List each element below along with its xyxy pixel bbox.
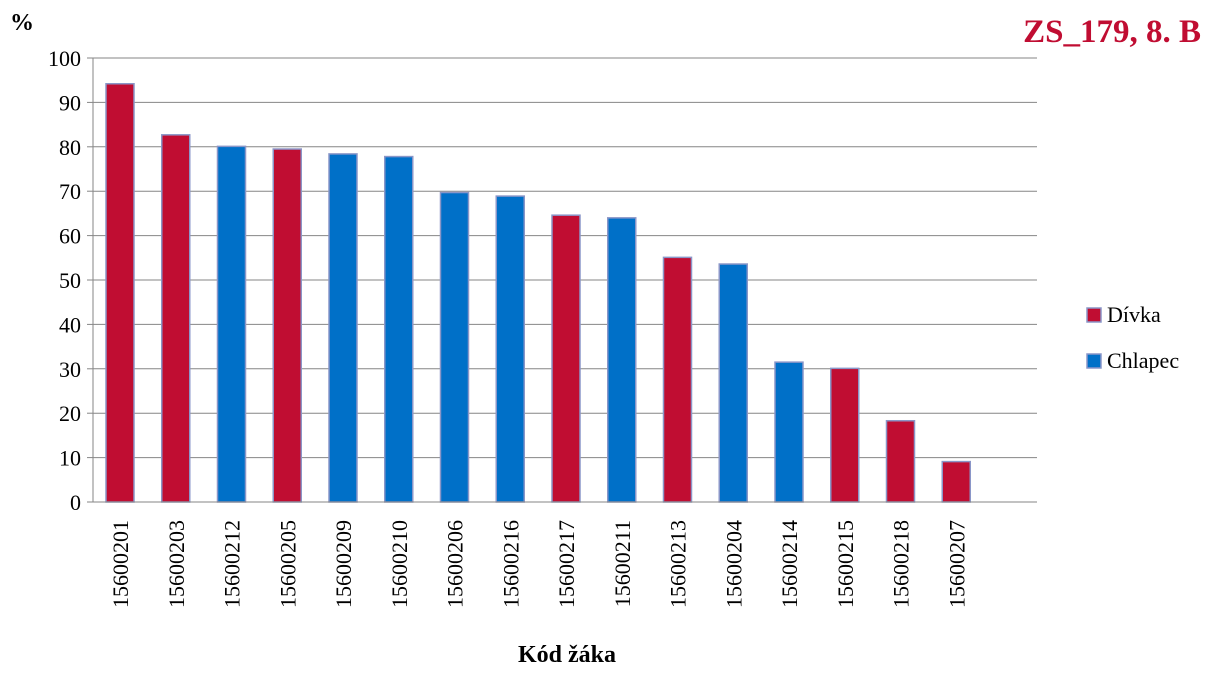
y-tick-label: 80 bbox=[59, 135, 81, 160]
y-tick-label: 100 bbox=[48, 46, 81, 71]
bar bbox=[328, 153, 358, 503]
bar bbox=[607, 217, 637, 503]
x-tick-label: 15600211 bbox=[610, 520, 635, 607]
chart-title: ZS_179, 8. B bbox=[1023, 14, 1201, 50]
legend: Dívka Chlapec bbox=[1086, 302, 1179, 373]
y-tick-label: 90 bbox=[59, 90, 81, 115]
x-tick-label: 15600212 bbox=[220, 520, 245, 608]
x-tick-label: 15600205 bbox=[275, 520, 300, 608]
x-tick-label: 15600206 bbox=[443, 520, 468, 608]
x-tick-label: 15600201 bbox=[108, 520, 133, 608]
bars bbox=[105, 83, 971, 503]
bar bbox=[718, 263, 748, 503]
x-tick-label: 15600209 bbox=[331, 520, 356, 608]
legend-label: Chlapec bbox=[1107, 348, 1179, 373]
bar bbox=[551, 214, 581, 503]
legend-label: Dívka bbox=[1107, 302, 1161, 327]
bar bbox=[774, 361, 804, 503]
y-tick-label: 40 bbox=[59, 312, 81, 337]
y-tick-label: 60 bbox=[59, 224, 81, 249]
legend-swatch bbox=[1086, 353, 1102, 369]
x-tick-label: 15600216 bbox=[498, 520, 523, 608]
y-tick-labels: 0 10 20 30 40 50 60 70 80 90 100 bbox=[48, 46, 81, 515]
bar bbox=[439, 191, 470, 503]
y-axis-label: % bbox=[10, 10, 34, 36]
bar bbox=[885, 419, 916, 503]
x-tick-label: 15600204 bbox=[721, 520, 746, 608]
x-tick-label: 15600213 bbox=[666, 520, 691, 608]
bar bbox=[830, 367, 860, 503]
x-tick-label: 15600218 bbox=[889, 520, 914, 608]
axes bbox=[92, 58, 1037, 503]
bar bbox=[216, 145, 247, 503]
y-tick-label: 0 bbox=[70, 490, 81, 515]
y-tick-label: 10 bbox=[59, 446, 81, 471]
bar bbox=[161, 134, 191, 503]
x-tick-label: 15600215 bbox=[833, 520, 858, 608]
bar bbox=[105, 83, 135, 503]
bar bbox=[272, 148, 302, 503]
x-axis-label: Kód žáka bbox=[518, 642, 616, 668]
y-tick-label: 50 bbox=[59, 268, 81, 293]
bar bbox=[384, 155, 414, 503]
x-tick-label: 15600207 bbox=[944, 520, 969, 608]
bar bbox=[941, 460, 971, 503]
y-tick-label: 70 bbox=[59, 179, 81, 204]
x-tick-label: 15600210 bbox=[387, 520, 412, 608]
y-tick-label: 20 bbox=[59, 401, 81, 426]
x-tick-label: 15600214 bbox=[777, 520, 802, 608]
bar bbox=[495, 195, 525, 503]
x-tick-label: 15600217 bbox=[554, 520, 579, 608]
bar bbox=[662, 256, 693, 503]
y-tick-label: 30 bbox=[59, 357, 81, 382]
legend-swatch bbox=[1086, 307, 1102, 323]
x-tick-labels: 15600201 15600203 15600212 15600205 15600209… bbox=[108, 520, 969, 608]
x-tick-label: 15600203 bbox=[164, 520, 189, 608]
